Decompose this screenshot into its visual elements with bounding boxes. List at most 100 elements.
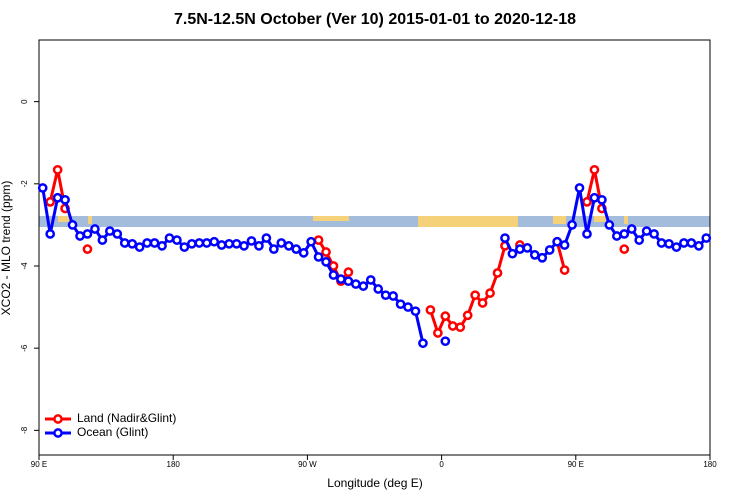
series-marker xyxy=(686,238,697,248)
land-patch xyxy=(418,216,518,227)
x-tick-label: 90 E xyxy=(31,460,47,469)
series-marker xyxy=(172,235,182,245)
series-marker xyxy=(641,226,652,236)
series-marker xyxy=(321,257,331,267)
series-marker xyxy=(485,288,495,298)
legend-marker xyxy=(53,428,63,438)
series-marker xyxy=(37,183,48,193)
series-marker xyxy=(283,241,294,251)
series-marker xyxy=(97,235,108,245)
land-patch xyxy=(594,216,606,222)
series-marker xyxy=(462,310,473,321)
series-marker xyxy=(671,242,682,252)
series-marker xyxy=(552,236,563,247)
land-mask xyxy=(58,216,628,227)
land-patch xyxy=(58,216,70,222)
series-marker xyxy=(328,270,339,280)
series-marker xyxy=(276,238,287,248)
series-marker xyxy=(679,238,689,248)
series-marker xyxy=(313,252,324,262)
y-tick-label: -4 xyxy=(20,262,29,270)
series-marker xyxy=(149,238,160,248)
series-marker xyxy=(142,238,152,248)
series-marker xyxy=(75,231,85,241)
series-marker xyxy=(619,229,630,239)
series-marker xyxy=(634,235,645,245)
x-tick-label: 0 xyxy=(439,460,444,469)
series-marker xyxy=(269,244,279,254)
land-mask-band xyxy=(39,216,710,227)
series-marker xyxy=(231,238,242,249)
series-marker xyxy=(380,290,391,301)
series-marker xyxy=(440,311,451,321)
series-marker xyxy=(395,299,406,310)
y-tick-label: -6 xyxy=(20,344,29,352)
series-marker xyxy=(597,194,607,205)
series-marker xyxy=(358,281,369,291)
series-marker xyxy=(216,240,227,250)
series-marker xyxy=(500,233,510,243)
series-marker xyxy=(119,238,130,248)
series-marker xyxy=(447,321,458,331)
series-marker xyxy=(589,164,600,175)
y-tick-label: -8 xyxy=(20,426,29,434)
series-marker xyxy=(224,238,234,249)
y-tick-label: 0 xyxy=(20,99,29,104)
series-marker xyxy=(201,238,212,248)
series-marker xyxy=(82,229,93,239)
plot-frame xyxy=(38,39,711,456)
series-marker xyxy=(515,244,525,254)
legend-label: Land (Nadir&Glint) xyxy=(77,411,176,425)
series-line xyxy=(555,241,567,271)
series-marker xyxy=(611,231,622,241)
x-tick-label: 180 xyxy=(703,460,717,469)
x-tick-label: 90 W xyxy=(298,460,317,469)
series-marker xyxy=(186,238,197,249)
series-marker xyxy=(582,197,592,207)
series-marker xyxy=(418,338,428,349)
series-marker xyxy=(306,236,316,247)
series-marker xyxy=(425,305,436,315)
series-marker xyxy=(246,236,257,246)
series-marker xyxy=(701,233,712,243)
series-marker xyxy=(440,336,451,347)
series-marker xyxy=(239,241,249,251)
series-marker xyxy=(60,194,70,205)
series-marker xyxy=(574,183,585,193)
series-marker xyxy=(537,252,548,263)
series-line xyxy=(41,187,425,344)
series-marker xyxy=(298,247,309,258)
x-tick-label: 180 xyxy=(167,460,181,469)
series-marker xyxy=(104,226,115,236)
series-marker xyxy=(522,243,533,253)
series-marker xyxy=(343,267,354,278)
series-marker xyxy=(470,290,480,301)
series-marker xyxy=(492,268,503,278)
series-marker xyxy=(194,238,205,248)
series-marker xyxy=(157,241,167,251)
series-marker xyxy=(291,244,302,254)
legend-marker xyxy=(53,414,63,424)
legend-label: Ocean (Glint) xyxy=(77,425,148,439)
series-marker xyxy=(388,291,398,301)
land-patch xyxy=(624,216,628,224)
series-marker xyxy=(433,328,443,338)
series-marker xyxy=(254,241,264,251)
series-marker xyxy=(112,229,123,239)
series-marker xyxy=(343,276,354,287)
series-marker xyxy=(604,220,615,230)
series-marker xyxy=(321,247,331,257)
x-axis-label: Longitude (deg E) xyxy=(327,476,422,490)
series-marker xyxy=(67,220,78,230)
series-marker xyxy=(626,224,637,234)
series-marker xyxy=(544,245,555,255)
series-marker xyxy=(261,233,272,243)
series-marker xyxy=(313,235,324,245)
series-marker xyxy=(693,241,704,251)
series-marker xyxy=(664,238,674,249)
series-marker xyxy=(209,236,220,247)
series-marker xyxy=(656,238,667,248)
series-marker xyxy=(619,244,630,254)
series-marker xyxy=(45,229,56,239)
